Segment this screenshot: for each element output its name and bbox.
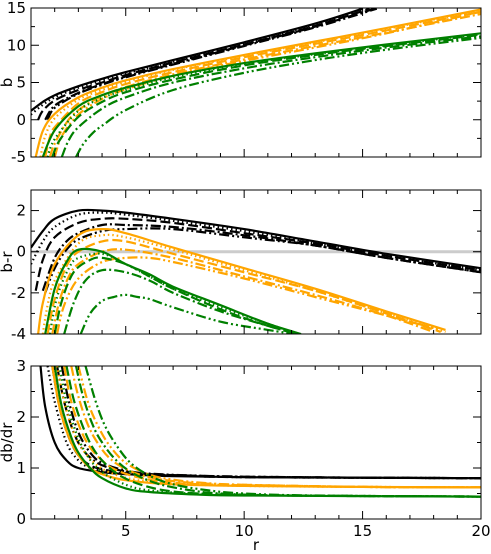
series-line-14: [63, 268, 297, 334]
series-line-1: [31, 8, 363, 112]
y-tick-label: 0: [16, 243, 26, 261]
series-line-12: [46, 33, 481, 157]
y-tick-label: 2: [16, 202, 26, 220]
series-line-6: [37, 227, 446, 334]
series-line-3: [34, 217, 481, 292]
series-line-10: [56, 256, 441, 334]
series-line-13: [51, 33, 481, 157]
y-tick-label: 1: [16, 459, 26, 477]
series-line-4: [56, 366, 481, 480]
series-line-5: [46, 8, 378, 121]
x-axis-label: r: [253, 536, 260, 554]
plot-frame: [30, 189, 482, 335]
x-tick-label: 15: [353, 522, 372, 540]
series-line-13: [53, 256, 299, 334]
y-tick-label: -2: [11, 284, 26, 302]
series-line-8: [44, 10, 481, 157]
y-tick-label: 0: [16, 111, 26, 129]
panel-1: -5 0 5 10 15 b: [0, 0, 482, 166]
series-line-11: [44, 247, 302, 334]
x-tick-label: 20: [471, 522, 490, 540]
series-line-10: [77, 366, 481, 489]
series-line-2: [31, 211, 481, 272]
y-tick-label: 10: [7, 36, 26, 54]
y-axis-label: db/dr: [0, 422, 16, 463]
series-line-12: [58, 366, 481, 498]
series-line-15: [75, 36, 481, 157]
y-tick-label: 0: [16, 510, 26, 528]
x-tick-label: 5: [121, 522, 131, 540]
series-line-2: [31, 9, 363, 116]
series-line-9: [70, 366, 481, 489]
series-line-8: [46, 238, 442, 334]
y-tick-label: 2: [16, 408, 26, 426]
series-line-4: [41, 223, 481, 292]
x-tick-label: 10: [235, 522, 254, 540]
panel-2: -4 -2 0 2 b-r: [0, 189, 482, 343]
y-tick-label: -4: [11, 325, 26, 343]
series-line-14: [74, 366, 481, 498]
series-line-15: [79, 293, 295, 334]
series-line-1: [39, 366, 481, 480]
series-line-14: [60, 35, 481, 157]
series-line-12: [48, 252, 299, 334]
series-line-7: [56, 366, 481, 489]
series-line-15: [84, 366, 481, 498]
series-line-1: [31, 208, 481, 270]
series-line-2: [46, 366, 481, 480]
series-line-3: [51, 366, 481, 480]
y-axis-label: b: [0, 78, 16, 88]
y-tick-label: -5: [11, 148, 26, 166]
y-axis-label: b-r: [0, 251, 16, 273]
panel-3: 5 10 15 20 0 1 2 3 db/dr r: [0, 357, 491, 554]
series-line-5: [44, 227, 481, 294]
series-line-9: [51, 248, 434, 334]
y-tick-label: 3: [16, 357, 26, 375]
series-line-10: [53, 10, 481, 157]
series-line-9: [48, 12, 481, 157]
series-line-11: [41, 32, 481, 157]
y-tick-label: 5: [16, 74, 26, 92]
series-line-3: [37, 8, 371, 121]
y-tick-label: 15: [7, 0, 26, 17]
series-line-5: [60, 366, 481, 480]
